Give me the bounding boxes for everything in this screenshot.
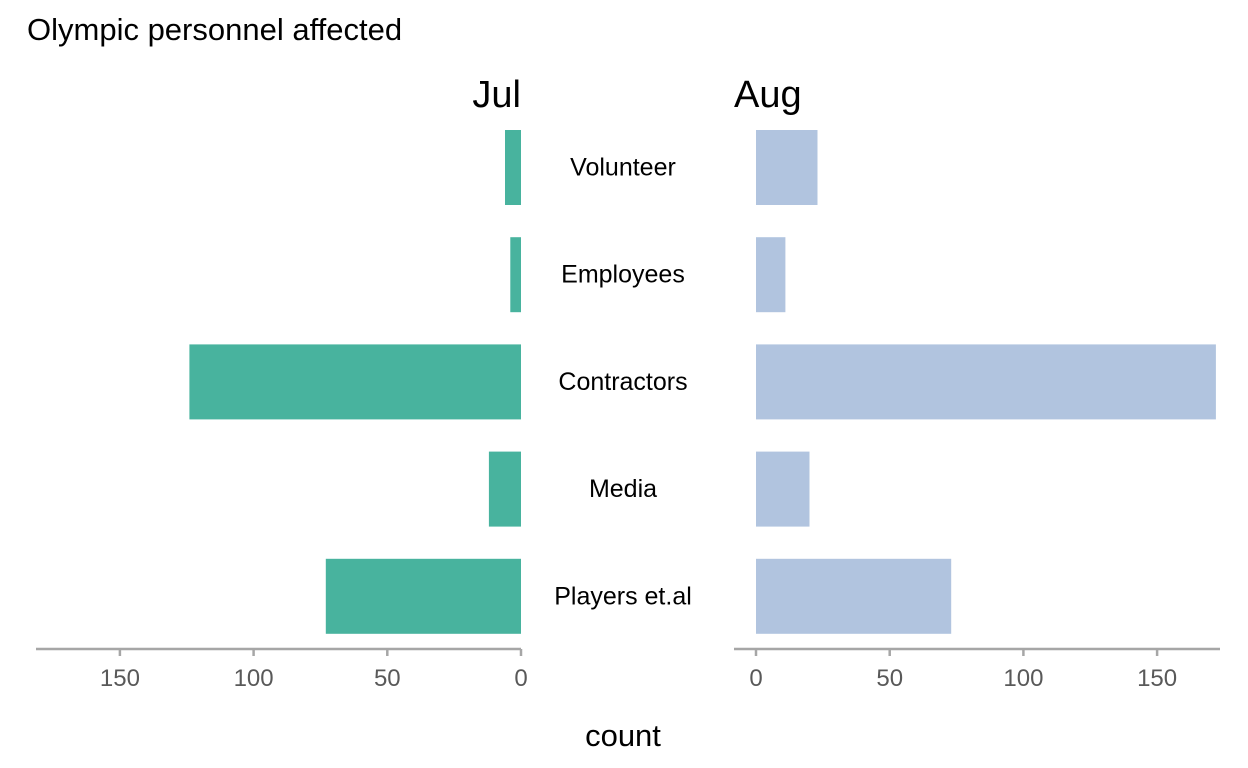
x-axis-title: count xyxy=(585,718,661,753)
bar-jul-players-et-al xyxy=(325,558,521,634)
aug-tick-label-0: 0 xyxy=(749,665,762,692)
aug-tick-label-50: 50 xyxy=(876,665,903,692)
bar-jul-contractors xyxy=(189,344,521,420)
category-label-contractors: Contractors xyxy=(558,368,687,396)
bar-aug-contractors xyxy=(756,344,1216,420)
aug-tick-label-150: 150 xyxy=(1137,665,1177,692)
bar-aug-employees xyxy=(756,237,786,313)
bar-jul-media xyxy=(488,451,521,527)
panel-title-jul: Jul xyxy=(472,74,521,116)
category-label-media: Media xyxy=(589,475,657,503)
aug-bars xyxy=(756,130,1216,634)
aug-tick-label-100: 100 xyxy=(1003,665,1043,692)
bar-aug-volunteer xyxy=(756,130,818,205)
jul-tick-label-150: 150 xyxy=(100,665,140,692)
jul-tick-label-100: 100 xyxy=(234,665,274,692)
bar-aug-media xyxy=(756,451,810,527)
jul-x-axis: 150 100 50 0 xyxy=(36,647,528,692)
bar-aug-players-et-al xyxy=(756,558,952,634)
category-labels: Volunteer Employees Contractors Media Player… xyxy=(554,154,692,611)
bar-jul-employees xyxy=(510,237,521,313)
panel-title-aug: Aug xyxy=(734,74,802,116)
chart-title: Olympic personnel affected xyxy=(27,12,402,47)
category-label-volunteer: Volunteer xyxy=(570,154,676,182)
jul-tick-label-0: 0 xyxy=(514,665,527,692)
jul-bars xyxy=(189,130,521,634)
aug-x-axis: 0 50 100 150 xyxy=(734,647,1220,692)
jul-tick-label-50: 50 xyxy=(374,665,401,692)
category-label-employees: Employees xyxy=(561,261,685,289)
bar-jul-volunteer xyxy=(505,130,521,205)
category-label-players-et-al: Players et.al xyxy=(554,582,692,610)
